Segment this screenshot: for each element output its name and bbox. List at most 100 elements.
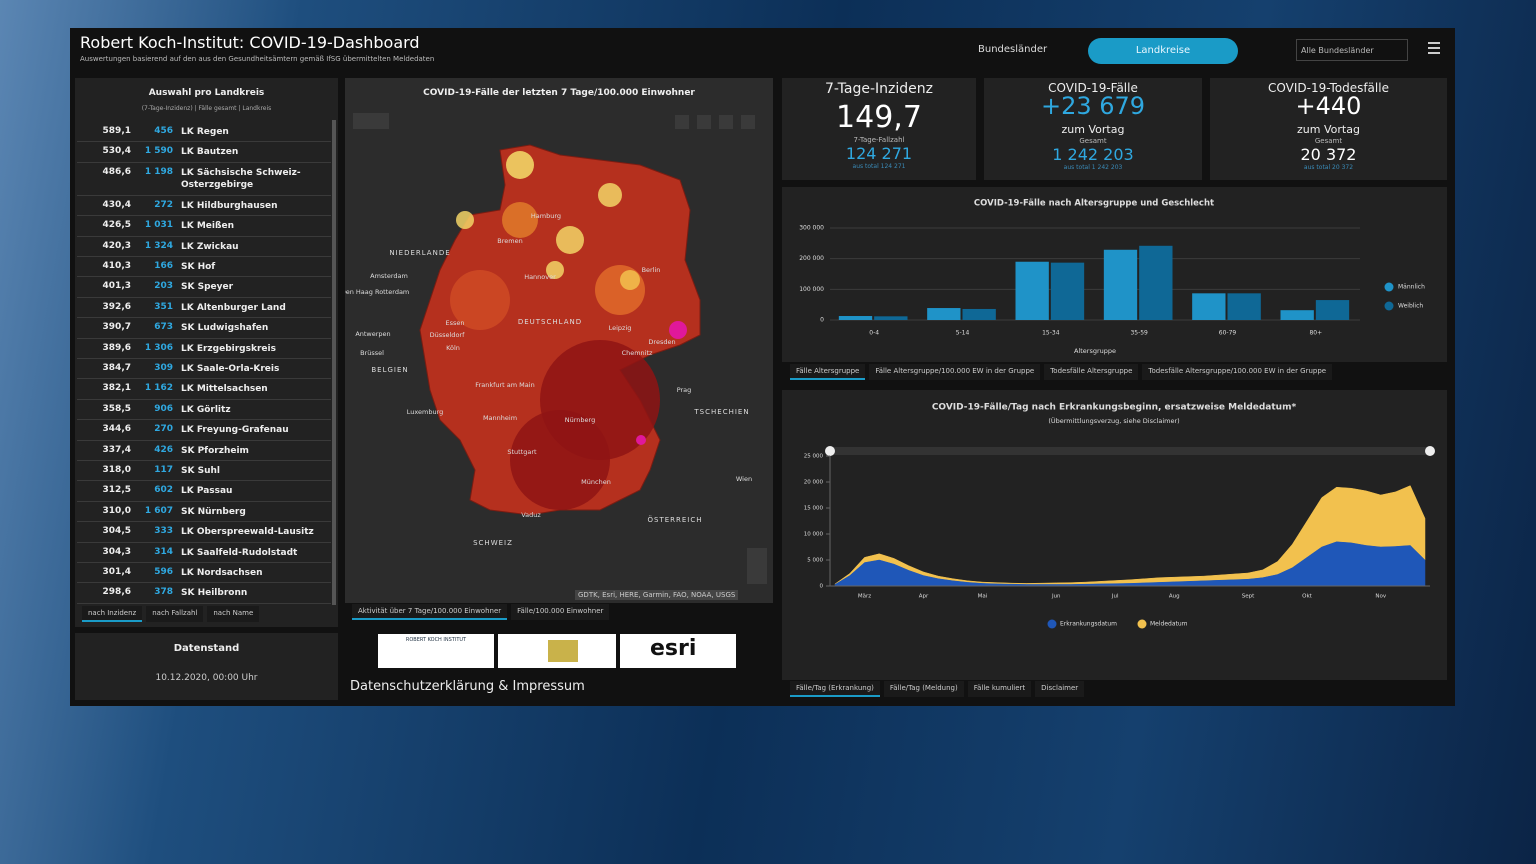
district-name[interactable]: SK Heilbronn [181, 588, 248, 599]
district-name[interactable]: LK Görlitz [181, 404, 231, 415]
district-name[interactable]: LK Erzgebirgskreis [181, 343, 276, 354]
incidence: 426,5 [102, 220, 131, 231]
district-name[interactable]: SK Speyer [181, 282, 234, 293]
case-count: 203 [154, 281, 173, 292]
dashboard-title: Robert Koch-Institut: COVID-19-Dashboard [80, 33, 420, 52]
incidence: 486,6 [102, 166, 131, 177]
x-tick-label: 5-14 [956, 330, 970, 337]
incidence: 589,1 [102, 126, 131, 136]
district-name[interactable]: SK Suhl [181, 466, 220, 476]
district-name[interactable]: LK Freyung-Grafenau [181, 425, 289, 436]
row-separator [77, 256, 331, 257]
district-name[interactable]: LK Oberspreewald-Lausitz [181, 527, 314, 538]
tab[interactable]: Todesfälle Altersgruppe [1044, 364, 1139, 380]
x-tick-label: Jul [1111, 594, 1119, 600]
tab[interactable]: Fälle/Tag (Erkrankung) [790, 681, 880, 697]
tab[interactable]: Aktivität über 7 Tage/100.000 Einwohner [352, 604, 508, 620]
region [620, 270, 640, 290]
tab[interactable]: nach Name [207, 606, 260, 622]
map-label: München [581, 478, 611, 486]
region [556, 226, 584, 254]
x-tick-label: Nov [1375, 594, 1386, 600]
region [510, 410, 610, 510]
row-separator [77, 419, 331, 421]
district-name[interactable]: LK Passau [181, 486, 233, 497]
tab[interactable]: nach Inzidenz [82, 606, 143, 622]
tab[interactable]: Disclaimer [1035, 681, 1085, 697]
region [546, 261, 564, 279]
map-tool[interactable] [741, 115, 755, 129]
district-name[interactable]: LK Regen [181, 127, 229, 137]
privacy-link[interactable]: Datenschutzerklärung & Impressum [350, 679, 585, 694]
chart-subtitle: (Übermittlungsverzug, siehe Disclaimer) [1048, 416, 1179, 425]
incidence: 312,5 [102, 485, 131, 496]
map-label: Essen [446, 319, 465, 327]
chart-title: COVID-19-Fälle/Tag nach Erkrankungsbegin… [932, 403, 1297, 413]
bar [1050, 262, 1085, 320]
slider-handle[interactable] [825, 446, 835, 456]
district-name[interactable]: LK Nordsachsen [181, 568, 263, 578]
x-tick-label: Sept [1242, 594, 1255, 600]
tab[interactable]: Fälle kumuliert [967, 681, 1032, 697]
map-label: Brüssel [360, 349, 384, 357]
district-name[interactable]: LK Meißen [181, 221, 234, 232]
district-name[interactable]: LK Saale-Orla-Kreis [181, 364, 280, 374]
panel-subtitle: (7-Tage-Inzidenz) | Fälle gesamt | Landk… [141, 105, 272, 112]
y-tick-label: 0 [820, 584, 824, 590]
district-name[interactable]: LK Saalfeld-Rudolstadt [181, 547, 298, 558]
district-name[interactable]: SK Ludwigshafen [181, 323, 269, 334]
x-tick-label: 80+ [1309, 330, 1322, 337]
map[interactable]: Hamburg Bremen Hannover Berlin Essen Düsseldo… [341, 78, 773, 603]
tab[interactable]: Fälle/100.000 Einwohner [511, 604, 610, 620]
range-slider[interactable] [830, 447, 1430, 455]
map-label: Vaduz [521, 511, 541, 519]
region [450, 270, 510, 330]
map-tool[interactable] [697, 115, 711, 129]
district-name[interactable]: SK Nürnberg [181, 506, 246, 517]
map-tool[interactable] [353, 113, 389, 129]
dropdown[interactable]: Alle Bundesländer [1296, 39, 1408, 61]
district-name[interactable]: LK Hildburghausen [181, 200, 278, 211]
bar [1139, 245, 1173, 320]
dashboard-subtitle: Auswertungen basierend auf den aus den G… [80, 55, 435, 63]
row-separator [77, 582, 331, 584]
logo-text: ROBERT KOCH INSTITUT [405, 637, 467, 643]
district-name[interactable]: LK Sächsische Schweiz-Osterzgebirge [181, 167, 301, 190]
menu-icon[interactable] [1428, 42, 1440, 54]
row-separator [77, 235, 331, 237]
incidence: 392,6 [102, 301, 131, 312]
district-name[interactable]: LK Zwickau [181, 241, 239, 252]
kpi-title: COVID-19-Fälle [1048, 81, 1138, 95]
map-label: BELGIEN [371, 366, 408, 374]
district-name[interactable]: LK Mittelsachsen [181, 384, 268, 395]
slider-handle[interactable] [1425, 446, 1435, 456]
bar [927, 308, 961, 320]
incidence: 410,3 [102, 261, 131, 271]
case-count: 378 [154, 587, 173, 598]
tab[interactable]: Fälle Altersgruppe/100.000 EW in der Gru… [869, 364, 1041, 380]
y-tick-label: 5 000 [807, 558, 823, 564]
map-tool[interactable] [675, 115, 689, 129]
logo-text: esri [650, 636, 697, 661]
district-name[interactable]: SK Hof [181, 262, 216, 272]
map-label: Chemnitz [622, 349, 653, 357]
incidence: 430,4 [102, 199, 131, 210]
tab[interactable]: Todesfälle Altersgruppe/100.000 EW in de… [1142, 364, 1333, 380]
tab-bar: Fälle Altersgruppe Fälle Altersgruppe/100… [790, 364, 1333, 380]
tab[interactable]: Fälle Altersgruppe [790, 364, 866, 380]
nav-button-active[interactable]: Landkreise [1088, 38, 1238, 64]
nav-button[interactable]: Bundesländer [978, 44, 1048, 55]
district-name[interactable]: LK Bautzen [181, 147, 239, 158]
district-name[interactable]: LK Altenburger Land [181, 302, 286, 313]
tab[interactable]: Fälle/Tag (Meldung) [883, 681, 964, 697]
kpi-subtitle: zum Vortag [1061, 123, 1125, 136]
map-label: ÖSTERREICH [647, 515, 702, 524]
scrollbar[interactable] [332, 120, 336, 605]
row-separator [77, 194, 331, 196]
row-separator [77, 541, 331, 543]
tab[interactable]: nach Fallzahl [146, 606, 204, 622]
zoom-control[interactable] [747, 548, 767, 584]
x-tick-label: Okt [1302, 594, 1313, 600]
map-tool[interactable] [719, 115, 733, 129]
district-name[interactable]: SK Pforzheim [181, 445, 249, 456]
